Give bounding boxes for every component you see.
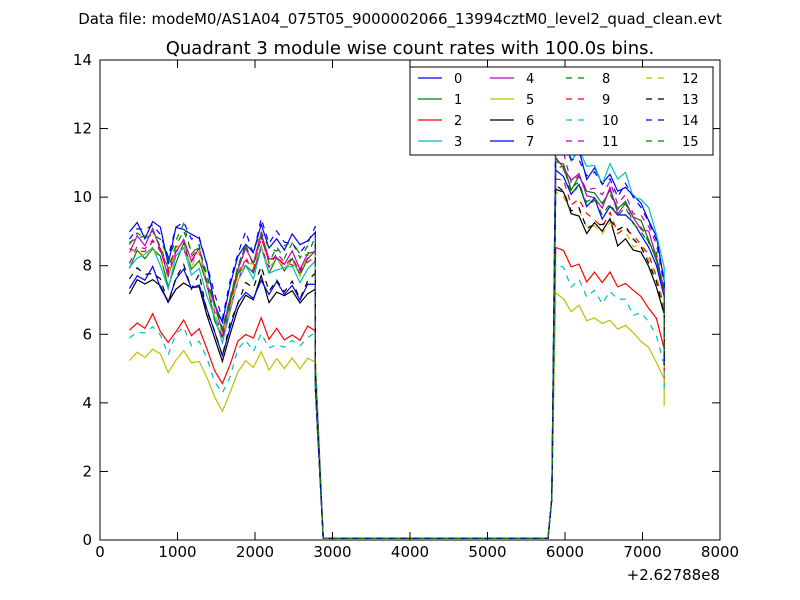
x-tick-label: 7000 [623,543,661,561]
legend-label-0: 0 [454,72,462,87]
figure-suptitle: Data file: modeM0/AS1A04_075T05_90000020… [78,10,722,29]
legend-label-4: 4 [526,72,534,87]
series-line-10 [129,262,665,539]
x-tick-label: 4000 [391,543,429,561]
series-layer [128,131,665,539]
y-tick-label: 0 [82,531,92,549]
series-line-0 [128,131,665,539]
legend-label-2: 2 [454,114,462,129]
x-tick-label: 2000 [236,543,274,561]
legend-label-5: 5 [526,93,534,108]
y-tick-label: 14 [73,51,92,69]
legend-label-12: 12 [682,72,699,87]
y-tick-label: 6 [82,325,92,343]
legend-label-7: 7 [526,135,534,150]
x-tick-label: 5000 [468,543,506,561]
y-tick-label: 4 [82,394,92,412]
legend-label-10: 10 [602,114,619,129]
y-tick-label: 12 [73,120,92,138]
chart-title: Quadrant 3 module wise count rates with … [166,38,655,59]
legend-label-14: 14 [682,114,699,129]
series-line-14 [128,134,665,539]
legend-label-3: 3 [454,135,462,150]
y-tick-label: 10 [73,188,92,206]
legend-frame [409,66,714,156]
legend-label-1: 1 [454,93,462,108]
legend-label-6: 6 [526,114,534,129]
legend-label-11: 11 [602,135,619,150]
y-tick-label: 2 [82,462,92,480]
series-line-3 [128,131,665,539]
y-tick-label: 8 [82,257,92,275]
series-line-8 [128,156,665,539]
x-tick-label: 3000 [313,543,351,561]
series-line-12 [129,190,665,539]
series-line-6 [128,188,665,539]
series-line-9 [129,178,665,539]
x-offset-label: +2.62788e8 [627,566,720,584]
x-tick-label: 8000 [701,543,739,561]
x-tick-label: 6000 [546,543,584,561]
series-line-15 [129,164,665,539]
legend-label-15: 15 [682,135,699,150]
x-axis: 0 1000 2000 3000 4000 5000 6000 7000 8000 [95,60,739,561]
series-line-2 [128,246,665,539]
series-line-11 [128,151,665,539]
legend-label-13: 13 [682,93,699,108]
x-tick-label: 1000 [158,543,196,561]
series-line-5 [128,292,665,539]
legend-label-9: 9 [602,93,610,108]
x-tick-label: 0 [95,543,105,561]
legend-label-8: 8 [602,72,610,87]
